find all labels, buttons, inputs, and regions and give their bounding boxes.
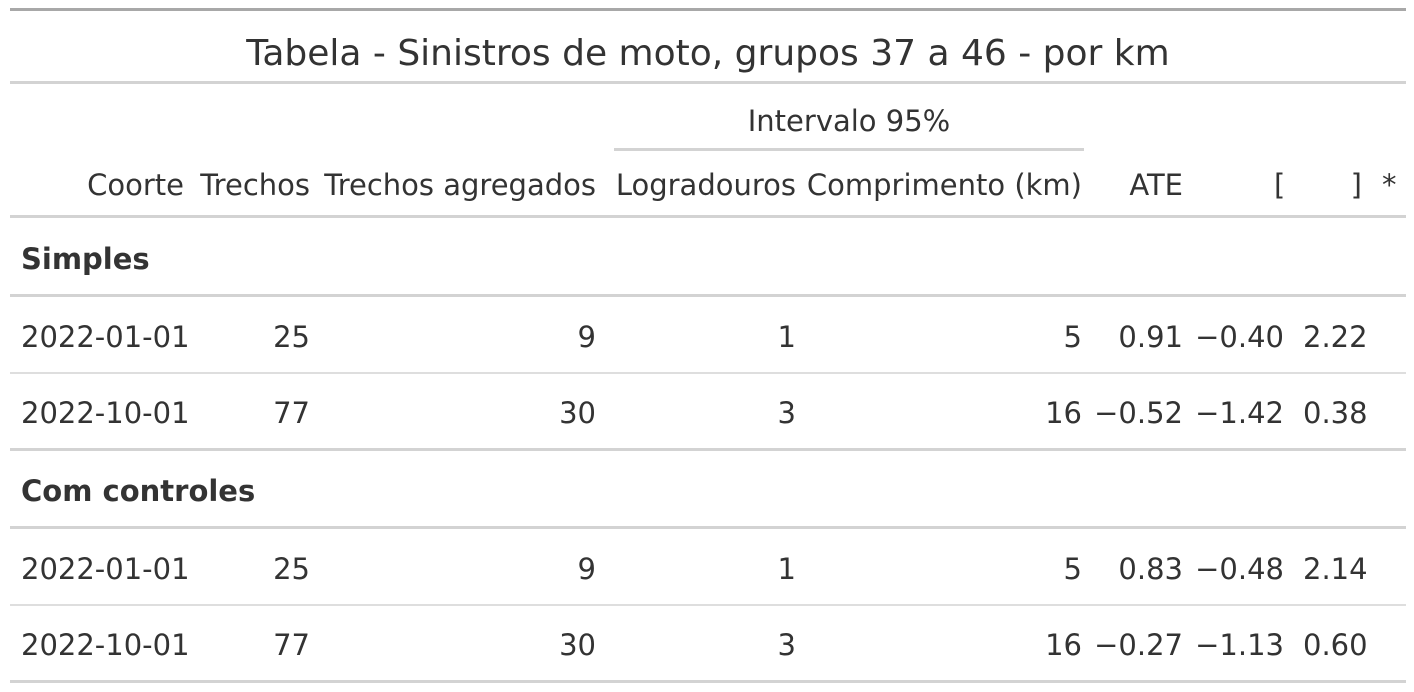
col-header-ci-low: [ xyxy=(1274,168,1286,202)
cell-trechos: 77 xyxy=(273,396,310,430)
cell-logradouros: 3 xyxy=(777,628,796,662)
row-divider xyxy=(10,372,1406,374)
cell-comprimento: 5 xyxy=(1063,552,1082,586)
cell-ci-low: −0.48 xyxy=(1195,552,1284,586)
cell-trechos: 25 xyxy=(273,552,310,586)
cell-trechos-agregados: 9 xyxy=(577,320,596,354)
group-divider xyxy=(10,294,1406,297)
bottom-rule xyxy=(10,680,1406,683)
cell-coorte: 2022-10-01 xyxy=(21,628,190,662)
cell-logradouros: 1 xyxy=(777,320,796,354)
header-divider xyxy=(10,215,1406,218)
col-header-logradouros: Logradouros xyxy=(615,168,796,202)
cell-logradouros: 3 xyxy=(777,396,796,430)
cell-ate: 0.91 xyxy=(1118,320,1183,354)
group-divider xyxy=(10,448,1406,451)
cell-ci-low: −0.40 xyxy=(1195,320,1284,354)
cell-ate: −0.52 xyxy=(1094,396,1183,430)
cell-ci-high: 2.14 xyxy=(1303,552,1368,586)
col-header-ci-high: ] xyxy=(1350,168,1362,202)
cell-comprimento: 5 xyxy=(1063,320,1082,354)
cell-ate: −0.27 xyxy=(1094,628,1183,662)
title-divider xyxy=(10,81,1406,84)
col-header-ate: ATE xyxy=(1129,168,1183,202)
table-title: Tabela - Sinistros de moto, grupos 37 a … xyxy=(246,33,1170,74)
group-label-simples: Simples xyxy=(21,242,150,276)
cell-trechos-agregados: 30 xyxy=(559,396,596,430)
cell-trechos-agregados: 9 xyxy=(577,552,596,586)
cell-coorte: 2022-10-01 xyxy=(21,396,190,430)
cell-trechos: 25 xyxy=(273,320,310,354)
cell-trechos-agregados: 30 xyxy=(559,628,596,662)
results-table: Tabela - Sinistros de moto, grupos 37 a … xyxy=(10,8,1406,684)
cell-ci-low: −1.13 xyxy=(1195,628,1284,662)
cell-ci-high: 0.60 xyxy=(1303,628,1368,662)
cell-coorte: 2022-01-01 xyxy=(21,320,190,354)
cell-ci-low: −1.42 xyxy=(1195,396,1284,430)
row-divider xyxy=(10,604,1406,606)
cell-trechos: 77 xyxy=(273,628,310,662)
group-divider xyxy=(10,526,1406,529)
col-header-trechos: Trechos xyxy=(200,168,310,202)
col-header-trechos-agregados: Trechos agregados xyxy=(324,168,596,202)
group-label-com-controles: Com controles xyxy=(21,474,256,508)
cell-comprimento: 16 xyxy=(1045,628,1082,662)
cell-ate: 0.83 xyxy=(1118,552,1183,586)
col-header-coorte: Coorte xyxy=(87,168,184,202)
col-header-significance: * xyxy=(1382,168,1397,202)
spanner-interval-95: Intervalo 95% xyxy=(747,104,951,138)
cell-comprimento: 16 xyxy=(1045,396,1082,430)
cell-logradouros: 1 xyxy=(777,552,796,586)
col-header-comprimento: Comprimento (km) xyxy=(806,168,1082,202)
cell-coorte: 2022-01-01 xyxy=(21,552,190,586)
cell-ci-high: 0.38 xyxy=(1303,396,1368,430)
top-rule xyxy=(10,8,1406,11)
spanner-divider xyxy=(614,148,1084,151)
cell-ci-high: 2.22 xyxy=(1303,320,1368,354)
